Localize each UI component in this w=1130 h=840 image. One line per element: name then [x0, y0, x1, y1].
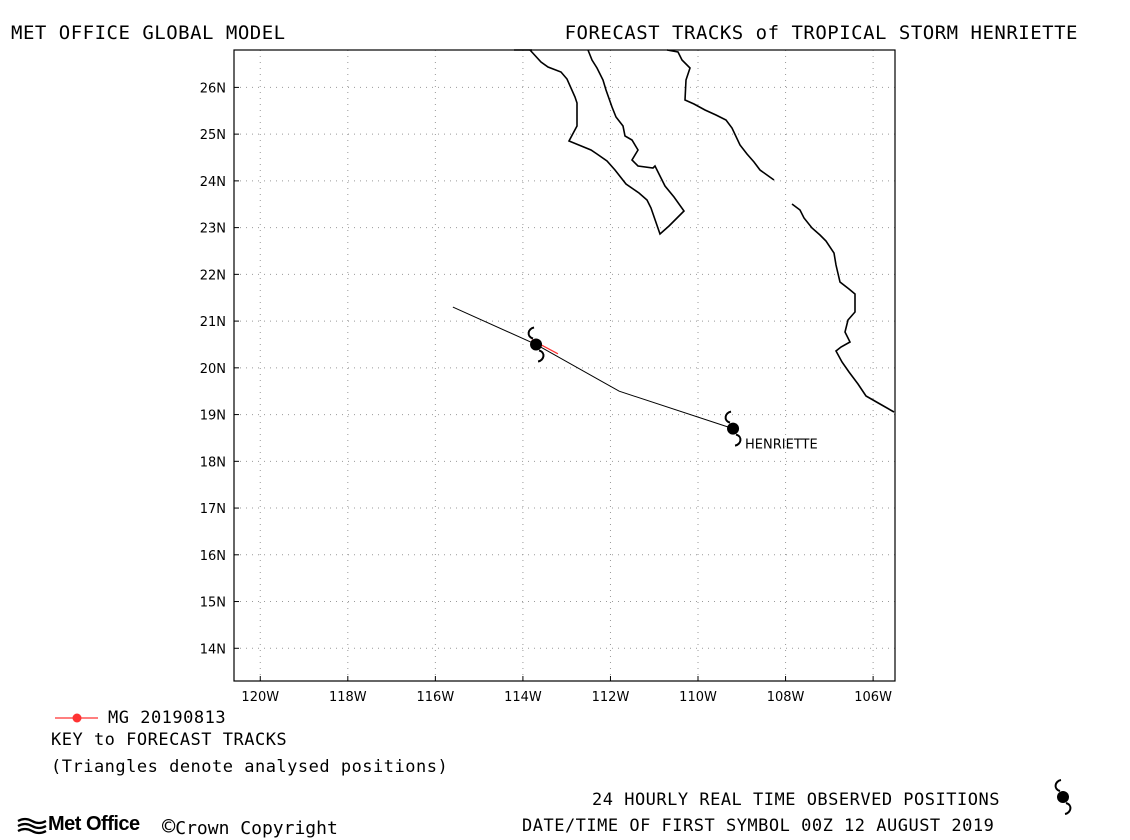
- observed-track: [452, 306, 734, 430]
- lat-label: 24N: [200, 175, 226, 190]
- logo-text: Met Office: [48, 813, 140, 835]
- lat-label: 15N: [200, 596, 226, 611]
- storm-name-label: HENRIETTE: [745, 438, 818, 453]
- lon-label: 118W: [329, 690, 367, 705]
- lon-label: 114W: [504, 690, 542, 705]
- copyright-text: Crown Copyright: [175, 818, 338, 839]
- legend-key-title: KEY to FORECAST TRACKS: [51, 730, 288, 750]
- observed-track-line: [452, 306, 734, 430]
- legend-key-note: (Triangles denote analysed positions): [51, 757, 449, 777]
- header-right-title: FORECAST TRACKS of TROPICAL STORM HENRIE…: [564, 22, 1078, 44]
- tropical-storm-icon: [1054, 779, 1072, 815]
- lat-label: 25N: [200, 128, 226, 143]
- lon-label: 116W: [417, 690, 455, 705]
- lat-label: 21N: [200, 315, 226, 330]
- lon-label: 112W: [592, 690, 630, 705]
- legend-key-entry: MG 20190813: [108, 708, 227, 728]
- header-left-title: MET OFFICE GLOBAL MODEL: [11, 22, 286, 44]
- latitude-labels: 26N 25N 24N 23N 22N 21N 20N 19N 18N 17N 16N 15N 14N: [200, 81, 226, 657]
- met-office-logo-icon: [17, 817, 47, 835]
- lat-label: 16N: [200, 549, 226, 564]
- lat-label: 17N: [200, 502, 226, 517]
- lat-label: 22N: [200, 268, 226, 283]
- lon-label: 106W: [854, 690, 892, 705]
- baja-west-coast: [529, 49, 686, 236]
- lon-label: 110W: [679, 690, 717, 705]
- lat-label: 26N: [200, 81, 226, 96]
- lat-label: 18N: [200, 455, 226, 470]
- map-frame: [233, 49, 896, 682]
- observed-positions-note: 24 HOURLY REAL TIME OBSERVED POSITIONS: [592, 790, 1000, 810]
- longitude-labels: 120W 118W 116W 114W 112W 110W 108W 106W: [241, 690, 892, 705]
- coastline: [514, 49, 895, 413]
- lat-label: 14N: [200, 642, 226, 657]
- legend-key-marker: [55, 713, 98, 723]
- tropical-storm-icon: [527, 326, 545, 363]
- first-symbol-datetime: DATE/TIME OF FIRST SYMBOL 00Z 12 AUGUST …: [522, 816, 995, 836]
- lon-label: 108W: [767, 690, 805, 705]
- copyright-symbol: ©: [162, 815, 176, 840]
- copyright-notice: ©Crown Copyright: [162, 815, 338, 840]
- mainland-coast-south: [791, 203, 895, 413]
- map-grid: [234, 50, 895, 681]
- lat-label: 23N: [200, 222, 226, 237]
- lat-label: 20N: [200, 362, 226, 377]
- tropical-storm-icon: HENRIETTE: [724, 410, 818, 453]
- storm-symbols: HENRIETTE: [527, 326, 818, 453]
- mainland-coast-north: [666, 49, 775, 181]
- met-office-logo: Met Office: [16, 813, 140, 836]
- lat-label: 19N: [200, 409, 226, 424]
- lon-label: 120W: [241, 690, 279, 705]
